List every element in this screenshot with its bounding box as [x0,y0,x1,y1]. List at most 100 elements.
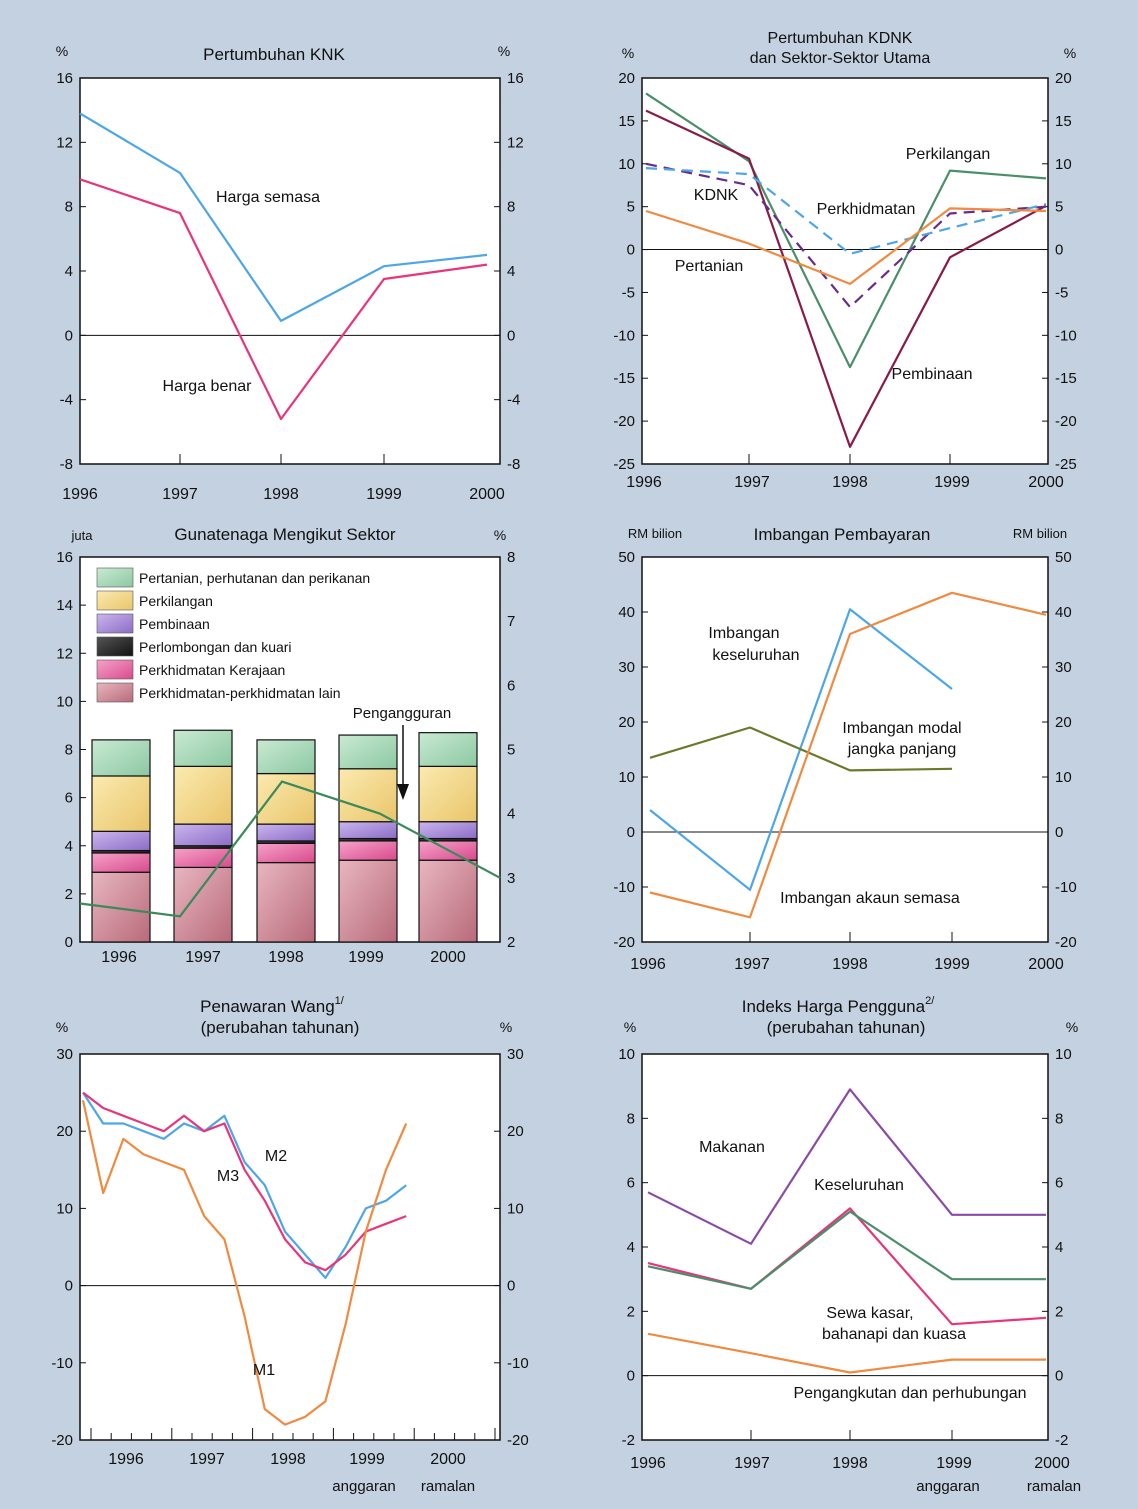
gunatenaga-left-tick-label: 10 [56,693,73,710]
ihp-series-makanan [647,1088,1046,1245]
ihp-right-tick-label: 8 [1055,1110,1063,1127]
legend-label: Pembinaan [139,616,210,632]
ihp-left-tick-label: -2 [622,1432,635,1449]
ihp-label-makanan: Makanan [699,1139,765,1156]
kdnk-right-tick-label: 0 [1055,242,1063,259]
gunatenaga-x-label: 1998 [268,949,304,966]
gunatenaga-right-tick-label: 2 [507,934,515,951]
ihp-chart: Indeks Harga Pengguna2/ (perubahan tahun… [618,995,1081,1495]
ihp-unit-left: % [624,1019,636,1035]
knk-right-tick-label: 12 [507,134,524,151]
wang-unit-left: % [56,1019,68,1035]
bar-segment-perkhidmatan-perkhidmatan-lain [418,859,478,943]
kdnk-right-tick-label: -20 [1055,413,1077,430]
bar-segment-perkhidmatan-perkhidmatan-lain [338,859,398,943]
kdnk-series-pembinaan [645,109,1047,448]
ihp-note-ramalan: ramalan [1027,1478,1081,1495]
kdnk-left-tick-label: 20 [618,70,635,87]
imbangan-left-tick-label: 20 [618,714,635,731]
kdnk-chart: Pertumbuhan KDNK dan Sektor-Sektor Utama… [613,30,1076,491]
gunatenaga-left-tick-label: 12 [56,645,73,662]
wang-series-m3 [82,1091,407,1272]
kdnk-left-tick-label: 15 [618,113,635,130]
kdnk-label-pertanian: Pertanian [675,258,744,275]
ihp-right-tick-label: 6 [1055,1175,1063,1192]
knk-right-tick-label: 8 [507,199,515,216]
imbangan-right-tick-label: 50 [1055,549,1072,566]
kdnk-series-pertanian [645,207,1047,285]
kdnk-right-tick-label: -25 [1055,456,1077,473]
wang-right-tick-label: 0 [507,1278,515,1295]
ihp-left-tick-label: 4 [627,1239,635,1256]
ihp-label-sewa-2: bahanapi dan kuasa [822,1326,966,1343]
knk-chart: Pertumbuhan KNK % % 16 12 8 4 0 -4 -8 16 12 8 4 0 -4… [56,43,524,503]
knk-title: Pertumbuhan KNK [203,45,345,64]
kdnk-right-tick-label: 15 [1055,113,1072,130]
knk-left-tick-label: 4 [65,263,73,280]
ihp-label-pengangkutan: Pengangkutan dan perhubungan [793,1385,1026,1402]
knk-right-tick-label: 4 [507,263,515,280]
knk-right-tick-label: 0 [507,327,515,344]
ihp-title-footnote: 2/ [925,995,935,1007]
knk-unit-right: % [498,43,510,59]
imbangan-left-tick-label: -10 [613,879,635,896]
wang-subtitle: (perubahan tahunan) [201,1018,360,1037]
bar-segment-pertanian-perhutanan-dan-perikanan [256,739,316,775]
knk-left-tick-label: -4 [60,392,73,409]
bar-segment-perkilangan [338,768,398,823]
kdnk-right-tick-label: -5 [1055,284,1068,301]
imbangan-x-label: 2000 [1028,956,1064,973]
knk-label-harga-semasa: Harga semasa [216,189,320,206]
imbangan-label-keseluruhan-1: Imbangan [708,625,779,642]
kdnk-x-label: 1999 [934,474,970,491]
kdnk-left-tick-label: 0 [627,242,635,259]
ihp-unit-right: % [1066,1019,1078,1035]
kdnk-left-tick-label: -5 [622,284,635,301]
imbangan-chart: Imbangan Pembayaran RM bilion RM bilion … [613,525,1076,973]
bar-segment-pertanian-perhutanan-dan-perikanan [91,739,151,777]
legend-background [90,563,406,711]
knk-left-tick-label: 8 [65,199,73,216]
gunatenaga-x-label: 1996 [101,949,137,966]
kdnk-label-perkhidmatan: Perkhidmatan [817,201,916,218]
imbangan-x-label: 1999 [934,956,970,973]
knk-right-tick-label: 16 [507,70,524,87]
panel-kdnk-plot [641,77,1049,465]
wang-title: Penawaran Wang1/ [200,995,345,1016]
knk-x-label: 1997 [162,486,198,503]
kdnk-right-tick-label: -10 [1055,327,1077,344]
knk-left-tick-label: -8 [60,456,73,473]
knk-unit-left: % [56,43,68,59]
wang-x-label: 1996 [108,1451,144,1468]
bar-segment-pertanian-perhutanan-dan-perikanan [418,732,478,767]
imbangan-x-label: 1996 [630,956,666,973]
bar-segment-perkhidmatan-kerajaan [338,840,398,861]
gunatenaga-right-tick-label: 6 [507,677,515,694]
imbangan-left-tick-label: 50 [618,549,635,566]
wang-left-tick-label: -10 [51,1355,73,1372]
imbangan-right-tick-label: 10 [1055,769,1072,786]
legend-label: Pertanian, perhutanan dan perikanan [139,570,370,586]
ihp-x-label: 2000 [1034,1455,1070,1472]
imbangan-unit-left: RM bilion [628,526,682,541]
kdnk-series-perkilangan [645,92,1047,369]
ihp-left-tick-label: 2 [627,1303,635,1320]
wang-note-ramalan: ramalan [421,1478,475,1495]
wang-chart: Penawaran Wang1/ (perubahan tahunan) % %… [51,995,528,1495]
ihp-right-tick-label: 4 [1055,1239,1063,1256]
kdnk-right-tick-label: 10 [1055,156,1072,173]
imbangan-x-label: 1997 [734,956,770,973]
gunatenaga-left-tick-label: 0 [65,934,73,951]
gunatenaga-unit-left: juta [71,528,94,543]
wang-x-label: 1997 [189,1451,225,1468]
ihp-title-text: Indeks Harga Pengguna [742,997,926,1016]
ihp-label-keseluruhan: Keseluruhan [814,1177,904,1194]
bar-segment-perkhidmatan-perkhidmatan-lain [256,861,316,943]
imbangan-right-tick-label: 30 [1055,659,1072,676]
panel-ihp-plot [641,1053,1049,1441]
legend-swatch [96,590,134,611]
bar-segment-pembinaan [338,821,398,840]
ihp-x-label: 1999 [936,1455,972,1472]
wang-x-label: 2000 [430,1451,466,1468]
wang-left-tick-label: 0 [65,1278,73,1295]
